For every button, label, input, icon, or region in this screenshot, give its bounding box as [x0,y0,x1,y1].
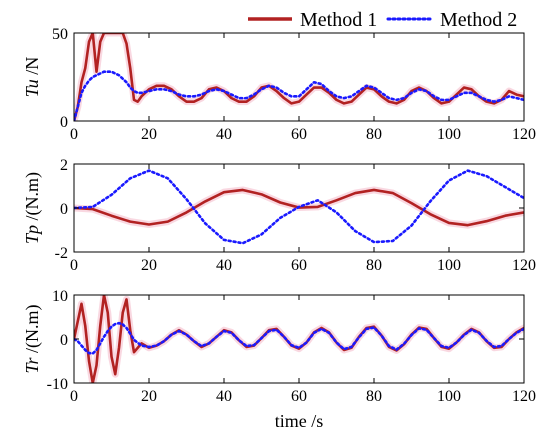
y-tick-label: 10 [52,288,68,305]
y-tick-label: 50 [52,26,68,43]
x-tick-label: 40 [216,126,232,143]
x-tick-label: 80 [366,257,382,274]
series-group [74,295,524,383]
x-tick-label: 120 [512,388,536,405]
x-tick-label: 120 [512,126,536,143]
y-axis-label: Tu /N [22,57,42,98]
legend-entry-method-1: Method 1 [248,9,377,31]
x-tick-label: 0 [70,388,78,405]
y-axis-label: Tr /(N.m) [22,304,43,373]
x-tick-label: 120 [512,257,536,274]
x-tick-label: 40 [216,257,232,274]
series-glow-1 [74,295,524,383]
y-tick-label: 2 [60,157,68,174]
x-tick-label: 20 [141,257,157,274]
y-tick-label: 0 [60,114,68,131]
legend-entry-method-2: Method 2 [386,9,517,31]
x-tick-label: 100 [437,126,461,143]
y-tick-label: -10 [47,376,68,393]
series-glow-1 [74,33,524,121]
series-group [74,33,524,121]
subplot-1: 0 20 40 60 80 100 120 0 50 Tu /N [22,26,536,143]
x-tick-label: 100 [437,388,461,405]
x-tick-label: 80 [366,388,382,405]
x-tick-label: 100 [437,257,461,274]
series-line-method-2 [74,169,524,245]
y-axis-label: Tp /(N.m) [22,172,43,244]
legend-label: Method 1 [300,9,377,31]
series-group [74,169,524,245]
series-line-method-1 [74,33,524,121]
legend-label: Method 2 [440,9,517,31]
y-tick-label: 0 [60,332,68,349]
y-tick-label: 0 [60,201,68,218]
series-line-method-2 [74,321,524,355]
x-tick-label: 60 [291,257,307,274]
x-tick-label: 0 [70,126,78,143]
series-line-method-2 [74,70,524,121]
x-axis-label: time /s [275,411,324,431]
x-tick-label: 20 [141,388,157,405]
x-tick-label: 0 [70,257,78,274]
x-tick-label: 20 [141,126,157,143]
y-tick-label: -2 [55,245,68,262]
x-tick-label: 80 [366,126,382,143]
x-tick-label: 60 [291,388,307,405]
x-tick-label: 60 [291,126,307,143]
x-tick-label: 40 [216,388,232,405]
axes-box [73,32,525,122]
